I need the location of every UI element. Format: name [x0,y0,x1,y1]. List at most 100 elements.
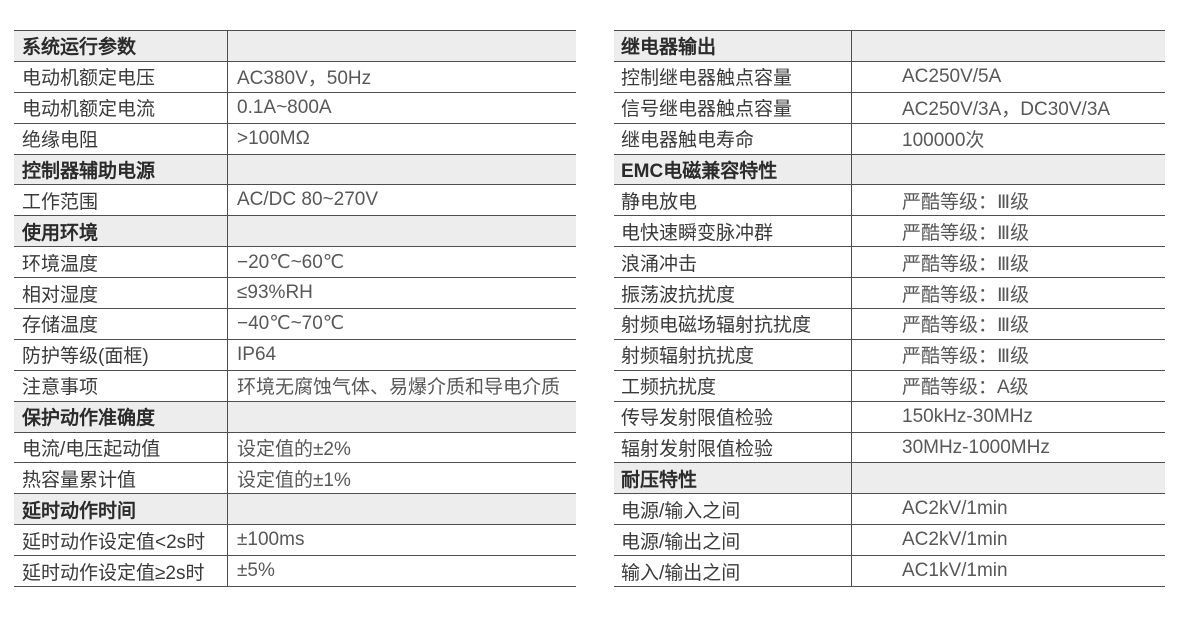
section-header-row: 控制器辅助电源 [14,154,576,186]
row-value: 环境无腐蚀气体、易爆介质和导电介质 [237,377,561,399]
section-title: EMC电磁兼容特性 [614,154,852,185]
row-value: 严酷等级：A级 [902,377,1029,399]
row-value: 设定值的±2% [237,439,351,461]
row-label: 绝缘电阻 [14,123,228,154]
row-label: 电源/输出之间 [614,525,852,556]
table-row: 电源/输入之间 AC2kV/1min [614,494,1165,526]
table-row: 绝缘电阻 >100MΩ [14,123,576,155]
row-value [852,31,1165,61]
section-header-row: 继电器输出 [614,31,1165,62]
row-value: 严酷等级：Ⅲ级 [902,191,1030,213]
section-title: 延时动作时间 [14,494,228,525]
row-value: 严酷等级：Ⅲ级 [902,284,1030,306]
spec-table-left: 系统运行参数 电动机额定电压 AC380V，50Hz 电动机额定电流 0.1A~800A… [14,30,576,588]
row-label: 延时动作设定值≥2s时 [14,556,228,587]
row-label: 注意事项 [14,370,228,401]
table-row: 工频抗扰度 严酷等级：A级 [614,370,1165,402]
row-value: 100000次 [902,130,985,152]
row-value: IP64 [237,343,277,365]
row-value [228,402,576,432]
row-value: ≤93%RH [237,282,313,304]
row-label: 工作范围 [14,185,228,216]
row-value: AC2kV/1min [902,498,1008,520]
row-value: −20℃~60℃ [237,251,345,273]
table-row: 浪涌冲击 严酷等级：Ⅲ级 [614,247,1165,279]
row-value [852,155,1165,185]
row-label: 静电放电 [614,185,852,216]
row-value [228,31,576,61]
section-title: 保护动作准确度 [14,401,228,432]
row-label: 辐射发射限值检验 [614,432,852,463]
row-value: AC380V，50Hz [237,68,372,90]
row-label: 工频抗扰度 [614,370,852,401]
row-label: 控制继电器触点容量 [614,61,852,92]
row-label: 输入/输出之间 [614,556,852,587]
section-title: 使用环境 [14,216,228,247]
spec-table-right: 继电器输出 控制继电器触点容量 AC250V/5A 信号继电器触点容量 AC250V/3… [614,30,1165,588]
table-row: 辐射发射限值检验 30MHz-1000MHz [614,432,1165,464]
row-label: 射频辐射抗扰度 [614,339,852,370]
table-row: 电动机额定电流 0.1A~800A [14,92,576,124]
row-value: ±5% [237,560,275,582]
table-row: 防护等级(面框) IP64 [14,339,576,371]
row-value: AC1kV/1min [902,560,1008,582]
table-row: 信号继电器触点容量 AC250V/3A，DC30V/3A [614,92,1165,124]
section-header-row: 保护动作准确度 [14,401,576,433]
table-row: 控制继电器触点容量 AC250V/5A [614,61,1165,93]
table-row: 继电器触电寿命 100000次 [614,123,1165,155]
row-label: 延时动作设定值<2s时 [14,525,228,556]
table-row: 热容量累计值 设定值的±1% [14,463,576,495]
table-row: 延时动作设定值<2s时 ±100ms [14,525,576,557]
row-label: 环境温度 [14,247,228,278]
row-label: 电动机额定电压 [14,61,228,92]
table-row: 射频电磁场辐射抗扰度 严酷等级：Ⅲ级 [614,309,1165,340]
section-header-row: 耐压特性 [614,463,1165,495]
section-title: 继电器输出 [614,31,852,61]
row-label: 相对湿度 [14,278,228,309]
row-label: 电流/电压起动值 [14,432,228,463]
row-value [852,463,1165,493]
table-row: 延时动作设定值≥2s时 ±5% [14,556,576,588]
table-row: 存储温度 −40℃~70℃ [14,309,576,340]
row-value: −40℃~70℃ [237,313,345,335]
table-row: 电流/电压起动值 设定值的±2% [14,432,576,464]
section-header-row: 延时动作时间 [14,494,576,526]
row-label: 振荡波抗扰度 [614,278,852,309]
row-value: 30MHz-1000MHz [902,436,1050,458]
row-value: 严酷等级：Ⅲ级 [902,253,1030,275]
row-label: 信号继电器触点容量 [614,92,852,123]
table-row: 输入/输出之间 AC1kV/1min [614,556,1165,588]
row-value [228,155,576,185]
row-value [228,216,576,246]
row-value: AC250V/3A，DC30V/3A [902,99,1111,121]
section-header-row: EMC电磁兼容特性 [614,154,1165,186]
row-value: 设定值的±1% [237,469,351,491]
table-row: 振荡波抗扰度 严酷等级：Ⅲ级 [614,278,1165,310]
table-row: 传导发射限值检验 150kHz-30MHz [614,401,1165,433]
row-value: AC2kV/1min [902,529,1008,551]
table-row: 环境温度 −20℃~60℃ [14,247,576,279]
table-row: 射频辐射抗扰度 严酷等级：Ⅲ级 [614,339,1165,371]
row-label: 浪涌冲击 [614,247,852,278]
table-row: 电动机额定电压 AC380V，50Hz [14,61,576,93]
row-label: 电快速瞬变脉冲群 [614,216,852,247]
row-value [228,494,576,524]
table-row: 相对湿度 ≤93%RH [14,278,576,310]
section-title: 耐压特性 [614,463,852,494]
section-title: 控制器辅助电源 [14,154,228,185]
row-label: 电动机额定电流 [14,92,228,123]
row-label: 存储温度 [14,309,228,339]
row-label: 防护等级(面框) [14,339,228,370]
row-value: 0.1A~800A [237,96,332,118]
row-value: 严酷等级：Ⅲ级 [902,346,1030,368]
row-value: >100MΩ [237,127,310,149]
table-row: 注意事项 环境无腐蚀气体、易爆介质和导电介质 [14,370,576,402]
row-label: 电源/输入之间 [614,494,852,525]
section-header-row: 使用环境 [14,216,576,248]
table-row: 电源/输出之间 AC2kV/1min [614,525,1165,557]
table-row: 工作范围 AC/DC 80~270V [14,185,576,217]
row-value: AC250V/5A [902,65,1002,87]
row-label: 热容量累计值 [14,463,228,494]
row-value: ±100ms [237,529,305,551]
